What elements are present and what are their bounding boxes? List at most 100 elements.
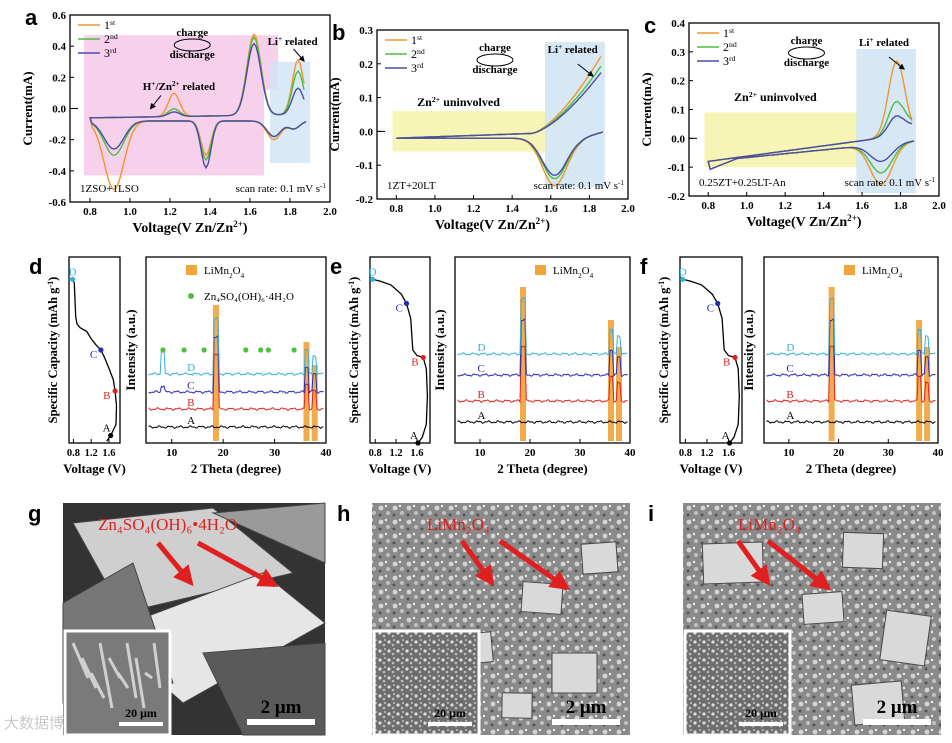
zn4so4-marker [160,347,166,353]
y-tick-label: -0.1 [356,160,373,172]
inset-flake [98,642,114,709]
y-axis-label: Specific Capacity (mAh g-1) [657,277,672,424]
point-label-C: C [396,303,403,315]
legend-zn-dot [188,293,194,299]
zn4so4-marker [243,347,249,353]
y-axis-label: Current(mA) [327,77,342,151]
sem-crystal [501,692,533,719]
limn-peak-bar [616,347,622,441]
cv-curve-3rd [707,115,915,171]
scan-rate-label: scan rate: 0.1 mV s-1 [534,179,625,192]
point-A [108,432,114,439]
x-axis-label: Voltage (V) [63,461,126,476]
x-tick-label: 40 [933,447,945,459]
point-label-A: A [722,430,730,442]
y-axis-label: Intensity (a.u.) [432,309,447,390]
x-tick-label: 20 [833,447,845,459]
y-tick-label: 0.1 [671,105,685,117]
inset-scale-label: 20 μm [125,706,157,720]
x-tick-label: 30 [269,447,281,459]
trace-label-C: C [187,380,194,392]
x-tick-label: 1.6 [722,448,735,459]
x-axis-label: Voltage(V Zn/Zn2+) [746,213,861,230]
sem-crystal [879,609,932,667]
xrd-frame [763,256,939,444]
x-axis-label: 2 Theta (degree) [191,461,282,476]
xrd-trace-C [148,334,324,395]
trace-label-A: A [478,410,486,422]
xrd-trace-C [457,317,628,378]
li-related-label: Li+ related [268,35,318,48]
panel-letter: b [332,20,345,45]
y-tick-label: 0.0 [359,126,373,138]
inset-flake [134,657,146,709]
scale-label: 2 μm [566,697,607,718]
hplus-zn-region [84,35,264,176]
y-tick-label: 0.1 [359,93,373,105]
inset-scale-label: 20 μm [434,706,466,720]
sem-crystal [520,581,564,615]
note-arrow [149,95,162,110]
trace-label-D: D [478,342,486,354]
xrd-trace-D [457,296,628,357]
y-axis-label: Current(mA) [20,71,35,145]
limn-peak-bar [828,287,835,441]
legend-label: 3rd [411,61,424,76]
point-B [112,388,118,394]
limn-peak-bar [916,320,923,441]
panel-letter: c [644,13,656,38]
point-D [680,276,686,282]
charge-label: charge [791,35,823,47]
zn4so4-marker [265,347,271,353]
sem-label: Zn₄SO₄(OH)₆•4H₂O [98,515,237,534]
red-arrow [156,541,194,587]
legend-label: 2nd [723,40,737,55]
point-C [715,300,721,307]
legend-label: 1st [723,26,735,41]
legend-label: 1st [104,18,116,33]
vcurve-frame [68,256,121,444]
vcurve-frame [369,256,431,444]
y-axis-label: Specific Capacity (mAh g-1) [347,277,362,424]
x-tick-label: 1.2 [163,206,177,218]
cv-curve-3rd [396,72,604,177]
sem-crystal [841,531,885,570]
y-tick-label: 0.3 [671,47,685,59]
inset-scale-bar [119,722,163,726]
panel-letter: f [640,254,648,279]
y-tick-label: 0.0 [52,104,66,116]
x-tick-label: 1.2 [390,448,403,459]
point-C [98,347,104,353]
x-axis-label: Voltage(V Zn/Zn2+) [132,219,247,236]
trace-label-A: A [786,410,794,422]
y-tick-label: 0.6 [52,10,66,22]
charge-curve [372,278,429,444]
legend-limn-swatch [535,265,546,275]
cv-panel-a: 0.8 1.0 1.2 1.4 1.6 1.8 2.0 0.6 0.4 0.2 0.0 -0.2 -0.… [20,5,337,236]
point-label-D: D [369,266,377,278]
li-arrow [888,56,905,70]
cv-curve-3rd [89,42,307,170]
x-tick-label: 1.4 [505,203,519,215]
sem-label: LiMn₂O₄ [427,515,490,534]
cycle-icon [788,46,825,60]
legend-label: 2nd [411,47,425,62]
panel-letter: e [330,254,342,279]
red-arrow [459,539,495,587]
y-tick-label: 0.0 [671,133,685,145]
sem-crystal [551,652,598,694]
x-tick-label: 2.0 [323,206,337,218]
limn-peak-bar [520,287,526,441]
x-tick-label: 1.0 [740,200,754,212]
y-tick-label: 0.2 [359,59,373,71]
x-tick-label: 30 [883,447,895,459]
x-axis-label: 2 Theta (degree) [497,461,588,476]
limn-peak-bar [212,305,219,441]
inset-flake [116,672,130,689]
trace-label-C: C [478,363,485,375]
trace-label-B: B [786,389,793,401]
x-tick-label: 20 [525,447,537,459]
panel-letter: g [28,501,41,526]
y-axis-label: Intensity (a.u.) [123,309,138,390]
